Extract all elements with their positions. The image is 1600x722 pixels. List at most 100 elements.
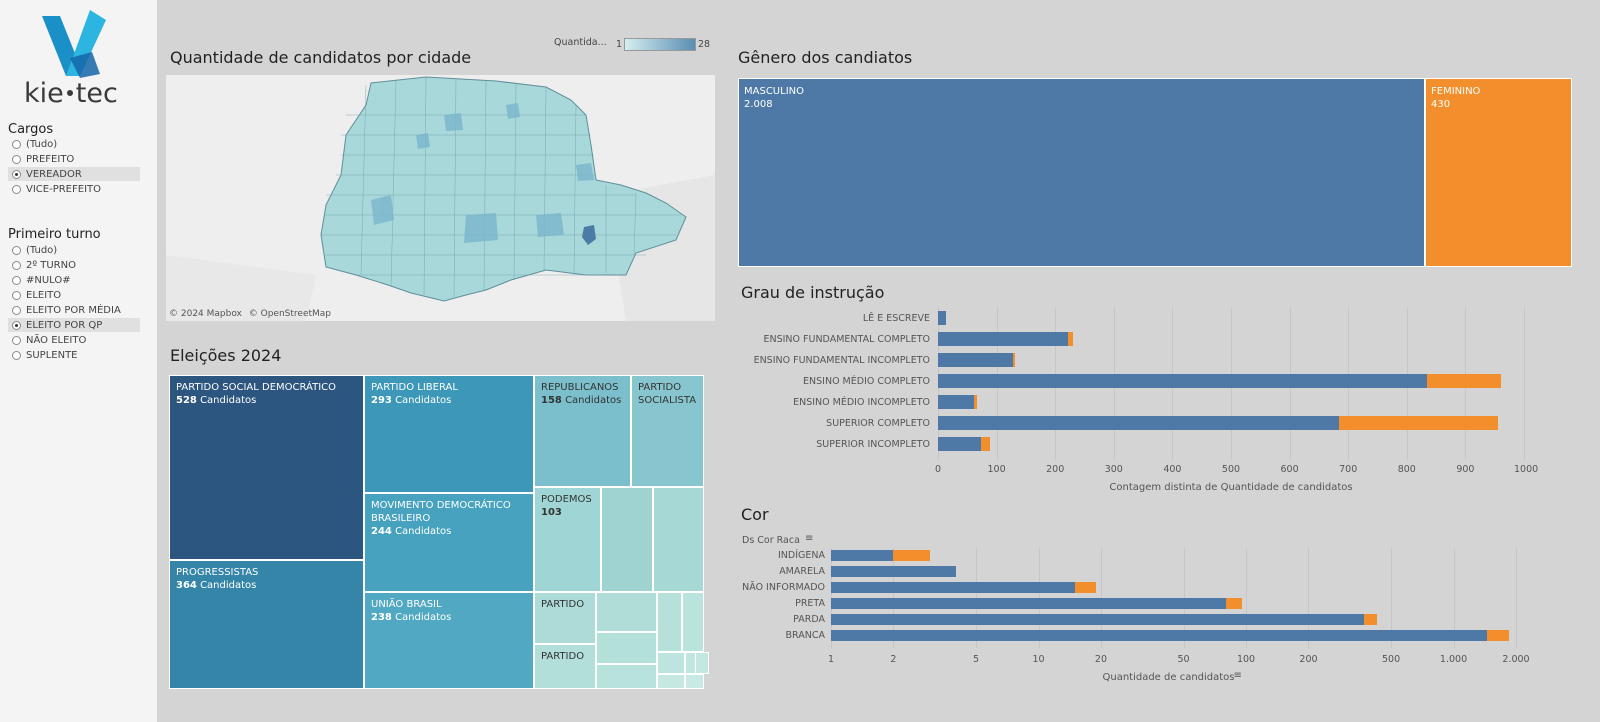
bar-feminino[interactable]	[1013, 353, 1016, 367]
option-label: ELEITO	[26, 289, 62, 301]
bar-masculino[interactable]	[831, 614, 1364, 625]
map-title: Quantidade de candidatos por cidade	[170, 48, 472, 67]
x-axis-label: Quantidade de candidatos	[1102, 672, 1235, 683]
treemap-cell-republicanos[interactable]: REPUBLICANOS 158 Candidatos	[534, 375, 631, 487]
x-tick-label: 50	[1177, 654, 1190, 665]
treemap-cell-small[interactable]	[682, 592, 704, 652]
treemap-cell-small[interactable]	[596, 632, 657, 664]
radio-icon[interactable]	[12, 154, 21, 164]
osm-attribution[interactable]: © OpenStreetMap	[248, 309, 332, 319]
bar-masculino[interactable]	[938, 353, 1013, 367]
radio-icon[interactable]	[12, 290, 21, 300]
treemap-cell-partido-b[interactable]: PARTIDO	[534, 644, 596, 689]
bar-feminino[interactable]	[893, 550, 930, 561]
bar-masculino[interactable]	[938, 395, 975, 409]
bar-masculino[interactable]	[938, 437, 981, 451]
bar-masculino[interactable]	[938, 416, 1339, 430]
party-count: 528	[176, 395, 197, 406]
bar-feminino[interactable]	[1427, 374, 1501, 388]
category-label: NÃO INFORMADO	[742, 582, 825, 593]
bar-masculino[interactable]	[831, 582, 1076, 593]
education-chart[interactable]: 0 100 200 300 400 500 600 700 800 900 1000 LÊ E ESC…	[730, 305, 1570, 505]
turno-option[interactable]: SUPLENTE	[8, 348, 140, 362]
treemap-cell-podemos[interactable]: PODEMOS 103	[534, 487, 601, 592]
gridline	[1516, 548, 1517, 648]
gender-cell-feminino[interactable]: FEMININO 430	[1425, 78, 1572, 267]
treemap-cell-partido-a[interactable]: PARTIDO	[534, 592, 596, 644]
bar-feminino[interactable]	[1487, 630, 1509, 641]
cargos-option[interactable]: (Tudo)	[8, 137, 140, 151]
treemap-cell-pp[interactable]: PROGRESSISTAS 364 Candidatos	[169, 560, 364, 689]
bar-feminino[interactable]	[1225, 598, 1243, 609]
treemap-cell-uniao[interactable]: UNIÃO BRASIL 238 Candidatos	[364, 592, 534, 689]
radio-icon[interactable]	[12, 305, 21, 315]
y-axis-header[interactable]: Ds Cor Raca	[742, 535, 800, 546]
radio-icon[interactable]	[12, 320, 21, 330]
gender-treemap[interactable]: MASCULINO 2.008 FEMININO 430	[738, 78, 1572, 267]
party-count: 244	[371, 526, 392, 537]
radio-icon[interactable]	[12, 350, 21, 360]
bar-feminino[interactable]	[1068, 332, 1073, 346]
treemap-cell-small[interactable]	[657, 592, 682, 652]
cargos-option[interactable]: VICE-PREFEITO	[8, 182, 140, 196]
turno-option[interactable]: ELEITO	[8, 288, 140, 302]
turno-option[interactable]: #NULO#	[8, 273, 140, 287]
bar-feminino[interactable]	[1075, 582, 1097, 593]
category-label: BRANCA	[785, 630, 825, 641]
treemap-cell-small[interactable]	[653, 487, 704, 592]
turno-filter-title: Primeiro turno	[8, 227, 101, 242]
treemap-cell-mdb[interactable]: MOVIMENTO DEMOCRÁTICO BRASILEIRO 244 Can…	[364, 493, 534, 592]
radio-icon[interactable]	[12, 245, 21, 255]
turno-option[interactable]: 2º TURNO	[8, 258, 140, 272]
bar-masculino[interactable]	[831, 630, 1488, 641]
treemap-cell-small[interactable]	[685, 674, 704, 689]
bar-masculino[interactable]	[831, 566, 956, 577]
gender-cell-masculino[interactable]: MASCULINO 2.008	[738, 78, 1425, 267]
turno-option[interactable]: ELEITO POR QP	[8, 318, 140, 332]
bar-feminino[interactable]	[1363, 614, 1378, 625]
treemap-cell-small[interactable]	[657, 674, 685, 689]
treemap-cell-small[interactable]	[601, 487, 653, 592]
radio-icon[interactable]	[12, 335, 21, 345]
treemap-cell-small[interactable]	[596, 664, 657, 689]
mapbox-attribution[interactable]: © 2024 Mapbox	[169, 309, 242, 319]
bar-masculino[interactable]	[938, 374, 1428, 388]
category-label: ENSINO FUNDAMENTAL COMPLETO	[763, 334, 930, 345]
turno-option[interactable]: NÃO ELEITO	[8, 333, 140, 347]
turno-option[interactable]: (Tudo)	[8, 243, 140, 257]
x-tick-label: 10	[1032, 654, 1045, 665]
treemap-cell-small[interactable]	[695, 652, 709, 674]
cargos-option[interactable]: VEREADOR	[8, 167, 140, 181]
race-chart[interactable]: Ds Cor Raca ≡ 1 2 5 10 20 50 100 200 500 1.000 2.000…	[730, 530, 1570, 690]
bar-masculino[interactable]	[938, 332, 1069, 346]
bar-feminino[interactable]	[980, 437, 991, 451]
x-tick-label: 100	[987, 464, 1006, 475]
gridline	[1391, 548, 1393, 648]
sort-icon[interactable]: ≡	[1233, 670, 1242, 681]
treemap-cell-pl[interactable]: PARTIDO LIBERAL 293 Candidatos	[364, 375, 534, 493]
radio-icon[interactable]	[12, 139, 21, 149]
bar-masculino[interactable]	[938, 311, 947, 325]
bar-masculino[interactable]	[831, 598, 1226, 609]
radio-icon[interactable]	[12, 169, 21, 179]
treemap-cell-psd[interactable]: PARTIDO SOCIAL DEMOCRÁTICO 528 Candidato…	[169, 375, 364, 560]
treemap-cell-small[interactable]	[657, 652, 685, 674]
bar-masculino[interactable]	[831, 550, 894, 561]
map-area[interactable]: © 2024 Mapbox © OpenStreetMap	[166, 75, 715, 321]
bar-feminino[interactable]	[974, 395, 977, 409]
sort-icon[interactable]: ≡	[805, 533, 814, 544]
radio-icon[interactable]	[12, 260, 21, 270]
x-tick-label: 500	[1381, 654, 1401, 665]
party-treemap[interactable]: PARTIDO SOCIAL DEMOCRÁTICO 528 Candidato…	[169, 375, 709, 689]
category-label: SUPERIOR INCOMPLETO	[816, 439, 930, 450]
treemap-cell-small[interactable]	[596, 592, 657, 632]
radio-icon[interactable]	[12, 275, 21, 285]
cargos-option[interactable]: PREFEITO	[8, 152, 140, 166]
map-legend-max: 28	[698, 39, 711, 50]
bar-feminino[interactable]	[1338, 416, 1499, 430]
map-legend-label: Quantida...	[554, 37, 607, 48]
parana-map[interactable]	[166, 75, 715, 321]
turno-option[interactable]: ELEITO POR MÉDIA	[8, 303, 140, 317]
radio-icon[interactable]	[12, 184, 21, 194]
treemap-cell-socialista[interactable]: PARTIDO SOCIALISTA	[631, 375, 704, 487]
